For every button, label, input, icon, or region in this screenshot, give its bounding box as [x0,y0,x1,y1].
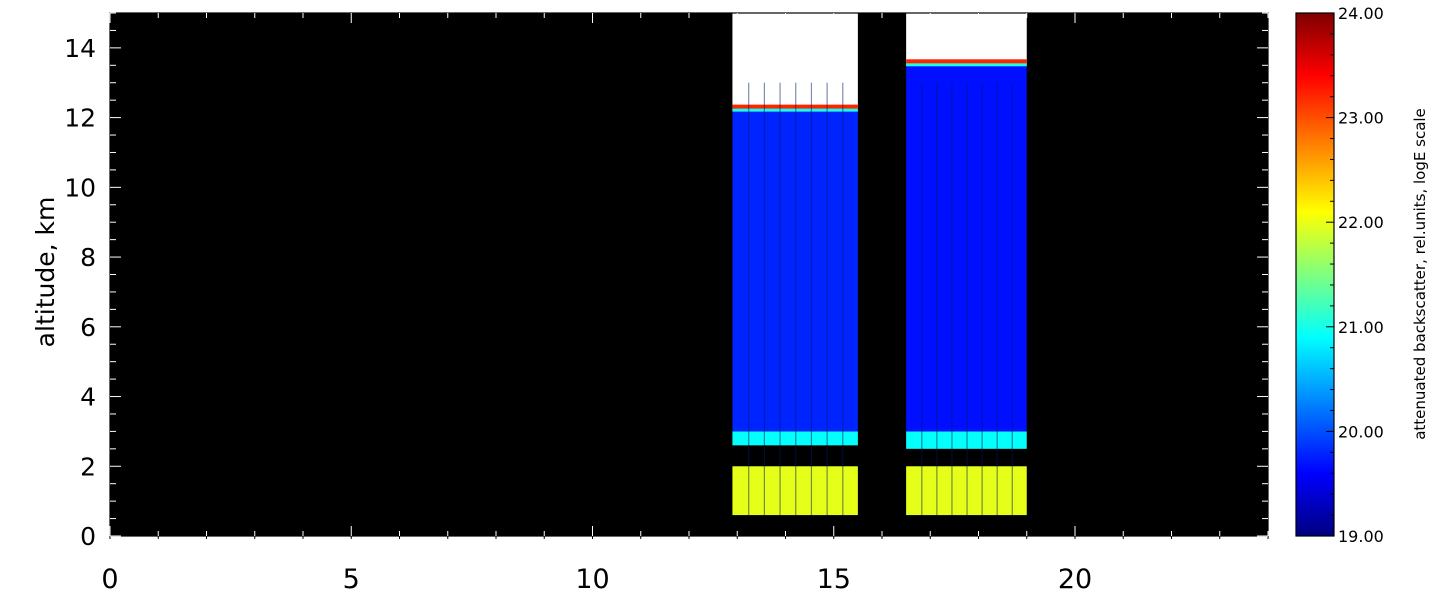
segment-1-profile-line [748,82,750,516]
segment-2-profile-line [966,82,968,516]
segment-1-profile-line [763,82,765,516]
axes: 0 5 10 15 20 0 2 4 6 8 10 12 14 [64,12,1269,595]
colorbar-tick-label: 19.00 [1338,527,1384,546]
x-tick-label: 20 [1058,564,1092,595]
x-tick-label: 5 [343,564,360,595]
y-tick-label: 6 [80,313,96,342]
x-tick-label: 15 [817,564,851,595]
segment-1-profile-line [779,82,781,516]
segment-2-profile-line [996,82,998,516]
y-tick-label: 4 [80,383,96,412]
segment-1-profile-line [842,82,844,516]
colorbar-ticks: 19.00 20.00 21.00 22.00 23.00 24.00 [1326,4,1384,546]
y-axis-label: altitude, km [31,197,60,348]
y-tick-label: 8 [80,243,96,272]
segment-2-profile-line [936,82,938,516]
colorbar-tick-label: 24.00 [1338,4,1384,23]
y-tick-label: 10 [64,173,96,202]
x-tick-label: 0 [101,564,118,595]
y-tick-label: 12 [64,104,96,133]
colorbar-tick-label: 20.00 [1338,422,1384,441]
y-tick-label: 0 [80,522,96,551]
segment-2-cirrus-cloud [906,13,1027,66]
x-tick-label: 10 [575,564,609,595]
data-marks [732,13,1027,516]
segment-2-profile-line [1011,82,1013,516]
y-tick-label: 2 [80,452,96,481]
colorbar-tick-label: 23.00 [1338,109,1384,128]
segment-1-profile-line [826,82,828,516]
y-tick-label: 14 [64,34,96,63]
colorbar-tick-label: 21.00 [1338,318,1384,337]
colorbar-label: attenuated backscatter, rel.units, logE … [1411,108,1429,440]
colorbar-tick-label: 22.00 [1338,213,1384,232]
segment-2-cloud-base-edge [906,63,1027,67]
segment-2-profile-line [921,82,923,516]
plot-area [110,13,1268,536]
segment-1-profile-line [810,82,813,516]
colorbar [1295,12,1335,537]
segment-2-profile-line [951,82,953,516]
segment-2-cloud-base-rim [906,59,1027,66]
segment-1-profile-line [795,82,797,516]
segment-2-profile-line [981,82,983,516]
